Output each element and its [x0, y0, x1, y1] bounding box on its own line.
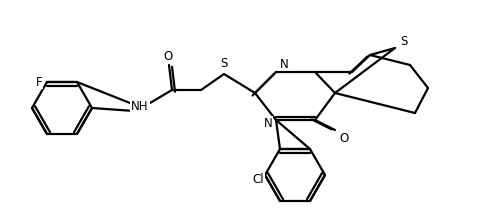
- Text: O: O: [339, 132, 348, 145]
- Text: Cl: Cl: [252, 172, 264, 185]
- Text: O: O: [164, 50, 173, 62]
- Text: N: N: [264, 117, 272, 130]
- Text: S: S: [220, 57, 227, 70]
- Text: S: S: [400, 35, 408, 48]
- Text: N: N: [280, 57, 288, 70]
- Text: NH: NH: [131, 99, 149, 112]
- Text: F: F: [36, 75, 42, 88]
